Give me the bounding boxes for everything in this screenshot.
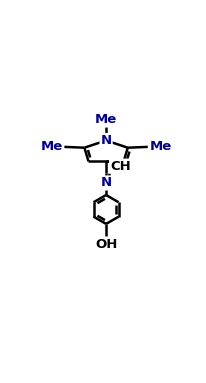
Text: N: N (100, 177, 111, 190)
Text: Me: Me (40, 141, 62, 154)
Text: Me: Me (95, 113, 117, 126)
Text: Me: Me (149, 141, 171, 154)
Text: N: N (100, 134, 111, 147)
Text: OH: OH (94, 237, 117, 250)
Text: CH: CH (110, 160, 130, 173)
